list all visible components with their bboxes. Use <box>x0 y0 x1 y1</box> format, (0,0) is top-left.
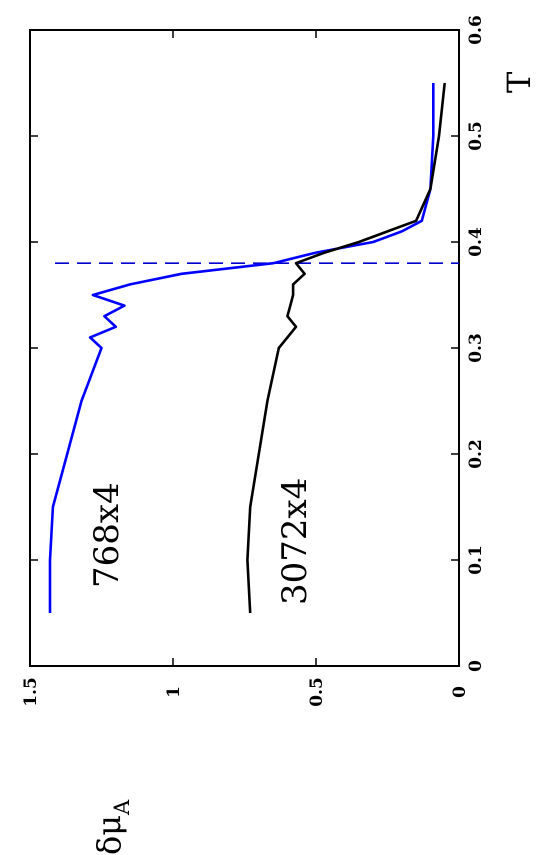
tick-labels: 0 0.1 0.2 0.3 0.4 0.5 0.6 0 0.5 1 1.5 <box>21 15 486 707</box>
series-line-3072x4 <box>246 82 446 614</box>
y-tick-label: 1.5 <box>21 677 41 707</box>
x-tick-label: 0 <box>466 660 486 672</box>
x-tick-label: 0.2 <box>466 439 486 469</box>
series-line-768x4 <box>48 83 435 613</box>
y-tick-label: 0 <box>450 686 470 698</box>
x-tick-label: 0.3 <box>466 333 486 363</box>
series-label-3072x4: 3072x4 <box>275 478 315 605</box>
ticks <box>29 29 460 667</box>
svg-text:δμA: δμA <box>90 799 134 855</box>
y-tick-label: 0.5 <box>307 677 327 707</box>
series-label-768x4: 768x4 <box>87 482 127 588</box>
x-tick-label: 0.1 <box>466 545 486 575</box>
y-tick-label: 1 <box>164 686 184 698</box>
y-axis-title-main: δμ <box>90 815 128 855</box>
y-axis-title-sub: A <box>110 799 134 816</box>
x-tick-label: 0.4 <box>466 227 486 257</box>
x-tick-label: 0.6 <box>466 15 486 45</box>
x-axis-title: T <box>500 71 538 93</box>
series-layer <box>48 82 446 614</box>
x-tick-label: 0.5 <box>466 121 486 151</box>
y-axis-title: δμA <box>90 799 134 855</box>
